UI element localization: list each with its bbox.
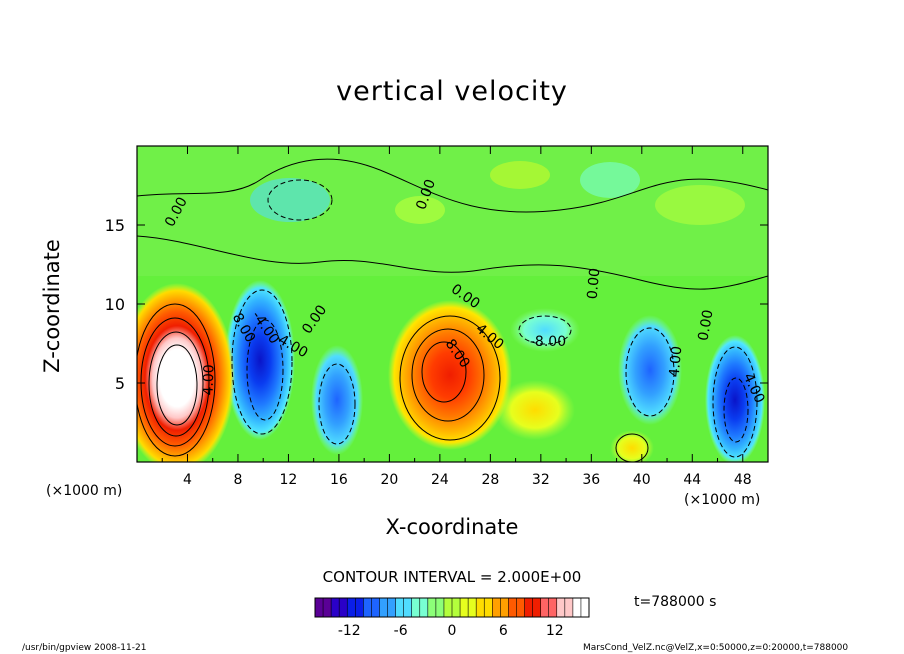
colorbar-cell <box>339 598 348 617</box>
x-tick-label: 16 <box>330 472 348 488</box>
contour-label: 0.00 <box>695 309 716 342</box>
footer-left: /usr/bin/gpview 2008-11-21 <box>22 643 147 653</box>
colorbar-tick-label: -6 <box>394 623 408 639</box>
colorbar-cell <box>484 598 493 617</box>
colorbar-cell <box>315 598 324 617</box>
colorbar-tick-label: 6 <box>499 623 508 639</box>
colorbar-cell <box>435 598 445 617</box>
time-label: t=788000 s <box>634 594 717 610</box>
contour-label: 4.00 <box>200 364 217 396</box>
colorbar-cell <box>476 598 485 617</box>
x-tick-label: 40 <box>633 472 651 488</box>
colorbar-cell <box>427 598 437 617</box>
x-tick-label: 4 <box>183 472 192 488</box>
colorbar-tick-label: -12 <box>338 623 361 639</box>
colorbar-cell <box>387 598 397 617</box>
colorbar-cell <box>580 598 590 617</box>
x-tick-label: 36 <box>582 472 600 488</box>
colorbar-cell <box>508 598 517 617</box>
colorbar <box>314 597 590 618</box>
footer-right: MarsCond_VelZ.nc@VelZ,x=0:50000,z=0:2000… <box>583 643 849 653</box>
colorbar-cell <box>500 598 509 617</box>
x-tick-label: 8 <box>233 472 242 488</box>
contour-label: -8.00 <box>530 334 566 350</box>
y-axis-ticks: 5 10 15 <box>105 216 768 393</box>
heatmap-field <box>137 146 768 462</box>
x-tick-label: 48 <box>734 472 752 488</box>
y-axis-label: Z-coordinate <box>40 239 64 373</box>
x-tick-label: 28 <box>481 472 499 488</box>
colorbar-cell <box>379 598 389 617</box>
x-tick-label: 20 <box>380 472 398 488</box>
colorbar-cell <box>452 598 461 617</box>
contour-interval: CONTOUR INTERVAL = 2.000E+00 <box>322 568 582 586</box>
colorbar-cell <box>419 598 429 617</box>
x-tick-label: 24 <box>431 472 449 488</box>
x-tick-label: 44 <box>683 472 701 488</box>
colorbar-cell <box>347 598 356 617</box>
colorbar-cell <box>572 598 582 617</box>
x-tick-label: 12 <box>280 472 298 488</box>
colorbar-cell <box>460 598 469 617</box>
colorbar-cell <box>524 598 534 617</box>
colorbar-tick-label: 0 <box>448 623 457 639</box>
x-axis-label: X-coordinate <box>385 515 519 539</box>
x-unit-left: (×1000 m) <box>46 483 123 499</box>
colorbar-cell <box>363 598 372 617</box>
contour-label: 0.00 <box>585 267 604 299</box>
colorbar-cell <box>395 598 405 617</box>
y-tick-label: 5 <box>115 374 125 393</box>
colorbar-cell <box>323 598 332 617</box>
x-tick-label: 32 <box>532 472 550 488</box>
colorbar-cell <box>403 598 413 617</box>
colorbar-cell <box>468 598 477 617</box>
chart-title: vertical velocity <box>336 76 568 107</box>
colorbar-cell <box>371 598 380 617</box>
colorbar-frame <box>314 597 590 618</box>
colorbar-cell <box>532 598 542 617</box>
colorbar-cell <box>492 598 501 617</box>
colorbar-cell <box>556 598 566 617</box>
colorbar-cell <box>548 598 558 617</box>
colorbar-tick-label: 12 <box>546 623 564 639</box>
colorbar-ticks: -12 -6 0 6 12 <box>338 623 564 639</box>
colorbar-cell <box>443 598 453 617</box>
colorbar-cell <box>564 598 574 617</box>
colorbar-cell <box>411 598 421 617</box>
colorbar-cell <box>516 598 526 617</box>
y-axis-label-wrap: Z-coordinate <box>0 228 100 388</box>
colorbar-cell <box>540 598 550 617</box>
colorbar-cell <box>331 598 340 617</box>
contour-label: 4.00 <box>667 345 686 377</box>
colorbar-cell <box>355 598 364 617</box>
y-tick-label: 15 <box>105 216 125 235</box>
y-tick-label: 10 <box>105 295 125 314</box>
x-axis-ticks: 4 8 12 16 20 24 28 32 36 40 44 48 <box>161 146 752 488</box>
x-unit-right: (×1000 m) <box>684 492 761 508</box>
